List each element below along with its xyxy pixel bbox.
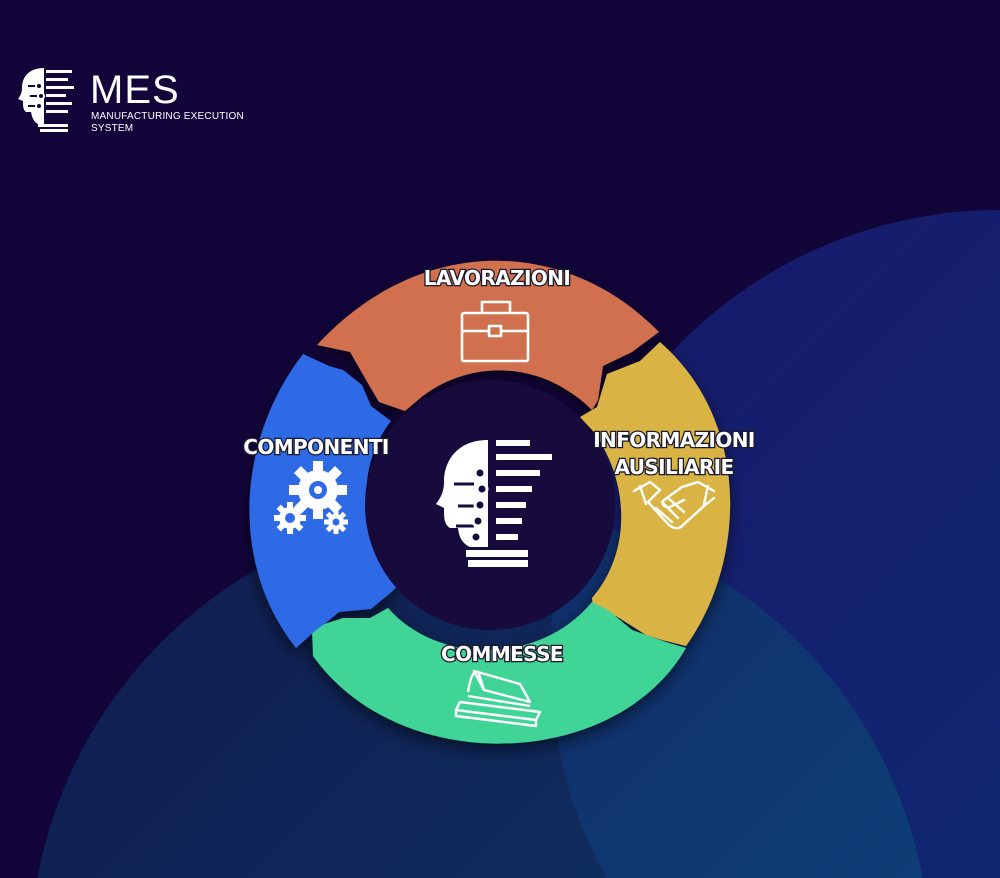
ai-head-icon <box>18 68 74 132</box>
mes-logo: MES MANUFACTURING EXECUTION SYSTEM <box>14 64 244 144</box>
center-hub <box>365 380 615 630</box>
label-componenti: COMPONENTI <box>243 435 388 459</box>
label-informazioni-line1: INFORMAZIONI <box>593 428 755 452</box>
logo-subtitle-line2: SYSTEM <box>91 123 134 134</box>
segment-commesse <box>312 602 686 744</box>
gears-icon <box>274 461 348 534</box>
logo-subtitle: MANUFACTURING EXECUTION SYSTEM <box>91 111 251 135</box>
label-informazioni-line2: AUSILIARIE <box>614 455 733 479</box>
documents-stack-icon <box>454 669 542 728</box>
logo-title: MES <box>90 68 180 112</box>
handshake-icon <box>632 480 716 530</box>
logo-subtitle-line1: MANUFACTURING EXECUTION <box>91 111 244 122</box>
ai-head-circuit-icon <box>436 440 552 567</box>
briefcase-icon <box>460 300 530 363</box>
label-lavorazioni: LAVORAZIONI <box>424 266 570 290</box>
label-commesse: COMMESSE <box>441 642 563 666</box>
